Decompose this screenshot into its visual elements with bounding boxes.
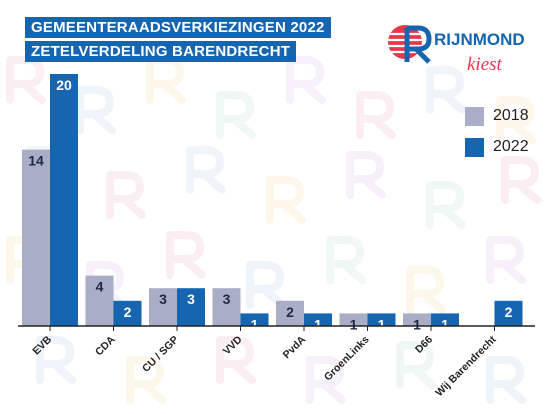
bar-2018-evb [22, 149, 50, 326]
legend-swatch-2022 [465, 137, 484, 157]
data-label-2018-evb: 14 [28, 153, 44, 169]
rijnmond-kiest-logo: RIJNMOND kiest [388, 25, 525, 75]
bar-2018-cda [85, 275, 114, 326]
data-label-2018-groenlinks: 1 [350, 316, 358, 332]
category-label-vvd: VVD [221, 333, 245, 357]
chart-subtitle: ZETELVERDELING BARENDRECHT [25, 41, 297, 62]
logo-emblem-icon [388, 25, 432, 64]
chart-title-block: GEMEENTERAADSVERKIEZINGEN 2022 ZETELVERD… [25, 17, 331, 62]
data-label-2022-evb: 20 [56, 77, 72, 93]
logo-brand-text: RIJNMOND [434, 30, 525, 49]
category-label-cu-sgp: CU / SGP [140, 334, 181, 375]
bar-2022-cu-sgp [177, 288, 205, 326]
category-label-wij-barendrecht: Wij Barendrecht [433, 333, 499, 399]
data-label-2022-d66: 1 [441, 316, 449, 332]
legend-label-2018: 2018 [493, 107, 529, 124]
data-label-2018-d66: 1 [413, 316, 421, 332]
legend-label-2022: 2022 [493, 138, 529, 155]
category-label-groenlinks: GroenLinks [322, 334, 372, 384]
category-label-cda: CDA [93, 333, 118, 358]
bar-2022-pvda [304, 313, 332, 326]
bar-2018-pvda [276, 300, 304, 326]
logo-tagline-text: kiest [467, 54, 503, 75]
legend-item-2018: 2018 [465, 106, 529, 126]
data-label-2018-cu-sgp: 3 [159, 291, 167, 307]
data-label-2022-vvd: 1 [251, 316, 259, 332]
bar-2022-vvd [240, 313, 269, 326]
data-label-2018-vvd: 3 [223, 291, 231, 307]
bar-2022-cda [113, 300, 142, 326]
data-label-2022-groenlinks: 1 [378, 316, 386, 332]
bar-2022-groenlinks [367, 313, 396, 326]
chart-title: GEMEENTERAADSVERKIEZINGEN 2022 [25, 17, 331, 38]
bar-2022-evb [50, 74, 78, 326]
legend-swatch-2018 [465, 106, 484, 126]
bar-2018-cu-sgp [149, 288, 177, 326]
data-label-2022-cda: 2 [124, 304, 132, 320]
legend-item-2022: 2022 [465, 137, 529, 157]
bar-2022-wij-barendrecht [494, 300, 523, 326]
category-label-d66: D66 [413, 334, 435, 356]
data-label-2022-pvda: 1 [314, 316, 322, 332]
bar-2018-d66 [403, 313, 431, 326]
data-label-2022-wij-barendrecht: 2 [505, 304, 513, 320]
legend: 2018 2022 [465, 106, 529, 168]
data-label-2018-cda: 4 [96, 279, 104, 295]
category-label-evb: EVB [30, 333, 54, 357]
bar-2022-d66 [431, 313, 459, 326]
bar-2018-vvd [212, 288, 241, 326]
bar-2018-groenlinks [339, 313, 368, 326]
data-label-2018-pvda: 2 [286, 304, 294, 320]
data-label-2022-cu-sgp: 3 [187, 291, 195, 307]
category-label-pvda: PvdA [281, 333, 309, 361]
